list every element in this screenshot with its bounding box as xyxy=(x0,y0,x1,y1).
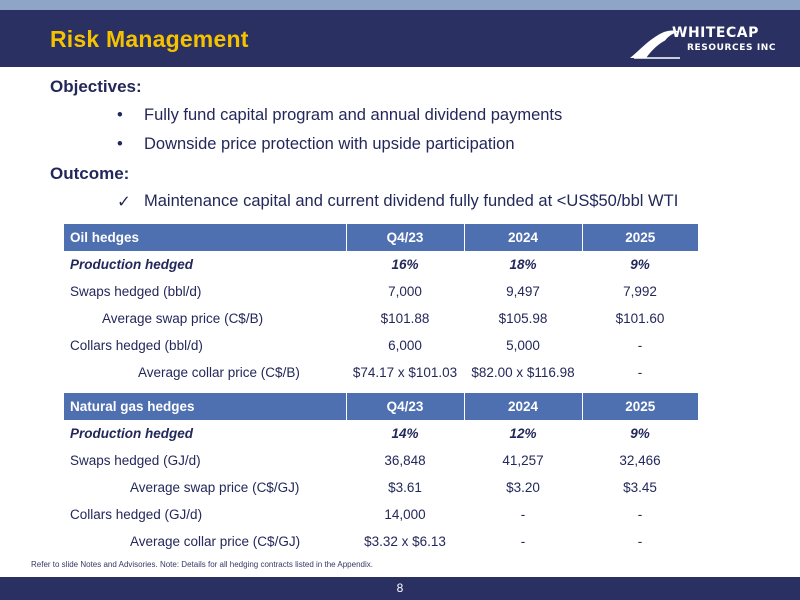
table-cell: - xyxy=(520,507,526,522)
table-row: Average swap price (C$/GJ) $3.61 $3.20 $… xyxy=(64,474,698,501)
row-label: Average swap price (C$/B) xyxy=(102,311,264,326)
table-cell: 7,000 xyxy=(388,284,422,299)
row-label: Collars hedged (bbl/d) xyxy=(70,338,203,353)
table-cell: 14% xyxy=(391,426,419,441)
table-row: Average swap price (C$/B) $101.88 $105.9… xyxy=(64,305,698,332)
table-cell: - xyxy=(637,365,643,380)
bullet-icon: • xyxy=(117,106,123,124)
table-cell: $74.17 x $101.03 xyxy=(352,365,458,380)
table-cell: $82.00 x $116.98 xyxy=(471,365,575,380)
column-header: 2024 xyxy=(464,393,583,420)
row-label: Production hedged xyxy=(70,426,193,441)
objective-item: Fully fund capital program and annual di… xyxy=(144,106,563,124)
table-row: Swaps hedged (bbl/d) 7,000 9,497 7,992 xyxy=(64,278,698,305)
column-header: Oil hedges xyxy=(64,224,347,251)
table-header-row: Natural gas hedges Q4/23 2024 2025 xyxy=(64,393,698,420)
table-row: Production hedged 14% 12% 9% xyxy=(64,420,698,447)
outcome-item: Maintenance capital and current dividend… xyxy=(144,192,679,210)
table-cell: $101.60 xyxy=(615,311,665,326)
objective-item: Downside price protection with upside pa… xyxy=(144,135,515,153)
table-cell: 41,257 xyxy=(502,453,544,468)
table-row: Production hedged 16% 18% 9% xyxy=(64,251,698,278)
table-cell: 7,992 xyxy=(623,284,657,299)
top-stripe xyxy=(0,0,800,10)
table-cell: 6,000 xyxy=(388,338,422,353)
column-header: 2025 xyxy=(582,224,698,251)
row-label: Swaps hedged (bbl/d) xyxy=(70,284,202,299)
table-cell: $105.98 xyxy=(498,311,548,326)
bullet-icon: • xyxy=(117,135,123,153)
logo-wordmark: WHITECAP xyxy=(672,25,759,41)
checkmark-icon: ✓ xyxy=(117,193,131,211)
table-cell: $3.61 xyxy=(388,480,422,495)
table-row: Swaps hedged (GJ/d) 36,848 41,257 32,466 xyxy=(64,447,698,474)
column-header: Q4/23 xyxy=(346,224,465,251)
table-cell: $3.45 xyxy=(623,480,657,495)
table-cell: - xyxy=(637,338,643,353)
objectives-heading: Objectives: xyxy=(50,77,142,96)
page-number: 8 xyxy=(396,581,404,595)
row-label: Average collar price (C$/GJ) xyxy=(130,534,301,549)
table-cell: - xyxy=(637,507,643,522)
table-cell: 14,000 xyxy=(384,507,426,522)
table-cell: $101.88 xyxy=(380,311,430,326)
footer-bar: 8 xyxy=(0,577,800,600)
row-label: Collars hedged (GJ/d) xyxy=(70,507,203,522)
table-cell: $3.32 x $6.13 xyxy=(364,534,446,549)
row-label: Swaps hedged (GJ/d) xyxy=(70,453,201,468)
table-cell: 9% xyxy=(630,426,650,441)
table-row: Average collar price (C$/B) $74.17 x $10… xyxy=(64,359,698,386)
oil-hedges-table: Oil hedges Q4/23 2024 2025 Production he… xyxy=(64,224,698,386)
outcome-heading: Outcome: xyxy=(50,164,130,183)
row-label: Average collar price (C$/B) xyxy=(138,365,300,380)
logo-subtitle: RESOURCES INC xyxy=(687,43,777,53)
gas-hedges-table: Natural gas hedges Q4/23 2024 2025 Produ… xyxy=(64,393,698,555)
page-title: Risk Management xyxy=(50,26,249,52)
column-header: Q4/23 xyxy=(346,393,465,420)
table-cell: 9% xyxy=(630,257,650,272)
column-header: Natural gas hedges xyxy=(64,393,347,420)
table-header-row: Oil hedges Q4/23 2024 2025 xyxy=(64,224,698,251)
column-header: 2024 xyxy=(464,224,583,251)
table-cell: - xyxy=(637,534,643,549)
column-header: 2025 xyxy=(582,393,698,420)
row-label: Average swap price (C$/GJ) xyxy=(130,480,300,495)
table-cell: 5,000 xyxy=(506,338,540,353)
table-cell: $3.20 xyxy=(506,480,540,495)
table-cell: 18% xyxy=(509,257,537,272)
table-row: Collars hedged (GJ/d) 14,000 - - xyxy=(64,501,698,528)
table-cell: 32,466 xyxy=(619,453,661,468)
table-cell: 16% xyxy=(391,257,419,272)
company-logo: WHITECAP RESOURCES INC xyxy=(628,20,788,60)
row-label: Production hedged xyxy=(70,257,193,272)
footnote: Refer to slide Notes and Advisories. Not… xyxy=(31,560,373,569)
table-cell: 36,848 xyxy=(384,453,426,468)
header-bar: Risk Management WHITECAP RESOURCES INC xyxy=(0,10,800,67)
table-cell: 9,497 xyxy=(506,284,540,299)
table-row: Average collar price (C$/GJ) $3.32 x $6.… xyxy=(64,528,698,555)
table-cell: - xyxy=(520,534,526,549)
table-row: Collars hedged (bbl/d) 6,000 5,000 - xyxy=(64,332,698,359)
table-cell: 12% xyxy=(509,426,537,441)
wave-logo-icon xyxy=(630,30,680,59)
